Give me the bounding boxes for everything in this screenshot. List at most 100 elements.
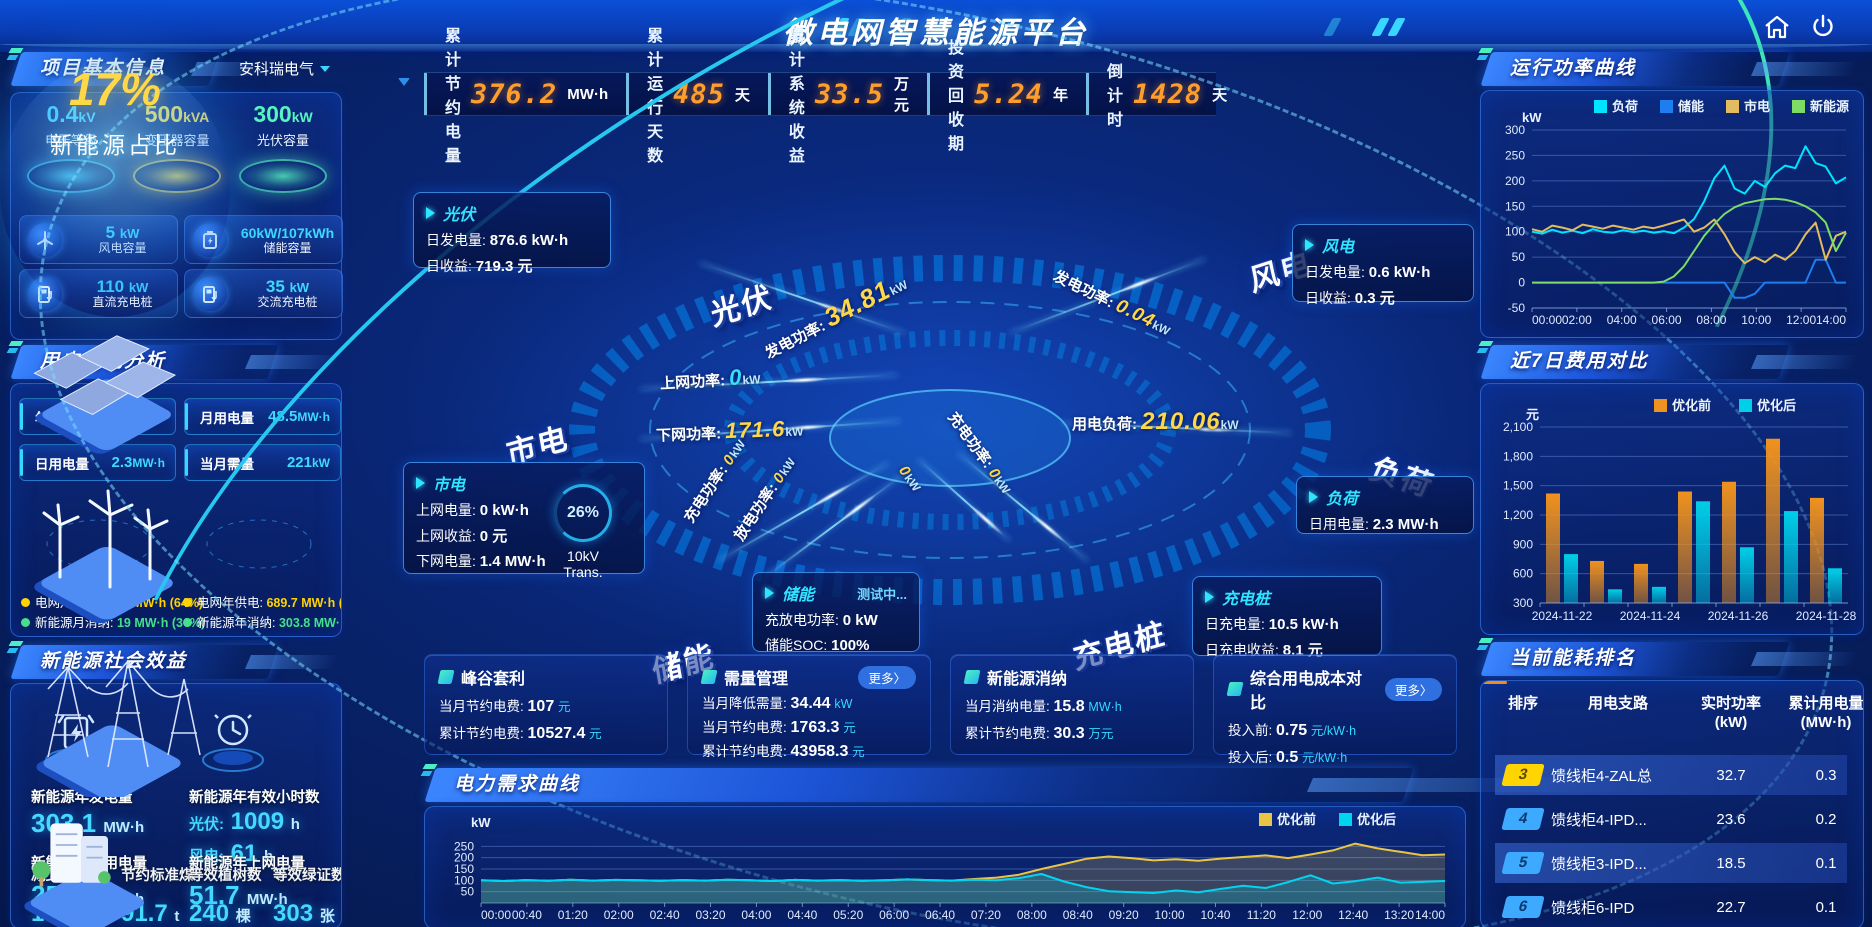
svg-text:2024-11-22: 2024-11-22 [1532, 609, 1593, 623]
power-chart-panel: -50 0 50 100 150 200 250 300 kW 00:00 02:00 04:00 06… [1480, 90, 1864, 338]
power-chart: -50 0 50 100 150 200 250 300kW 00:00 02:00 04:00 06… [1505, 99, 1849, 327]
energy-mix-donut [206, 519, 312, 569]
capacity-podium: 0.4kV 电压等级 [19, 101, 123, 193]
svg-text:2024-11-24: 2024-11-24 [1620, 609, 1681, 623]
svg-text:100: 100 [454, 873, 474, 887]
svg-text:300: 300 [1505, 123, 1525, 137]
legend-dot [21, 618, 30, 627]
info-box-title: 光伏 [426, 201, 598, 225]
svg-text:00:00: 00:00 [481, 908, 511, 922]
total-energy: 0.3 [1815, 766, 1837, 784]
info-box-title: 风电 [1305, 233, 1461, 257]
power-icon[interactable] [1808, 12, 1838, 42]
strategy-card-row: 累计节约电费: 10527.4 元 [439, 725, 602, 742]
svg-text:600: 600 [1513, 567, 1533, 581]
flow-beam [917, 458, 1011, 542]
demand-panel-header: 电力需求曲线 [420, 764, 1464, 802]
svg-text:06:00: 06:00 [1652, 313, 1682, 327]
benefit-panel: 新能源年发电量 303.1 MW·h 新能源年有效小时数 光伏: 1009 h … [10, 683, 342, 927]
svg-text:10:40: 10:40 [1200, 908, 1230, 922]
kpi-unit: 天 [734, 86, 750, 104]
wind-icon [28, 222, 62, 257]
panel-title: 运行功率曲线 [1510, 58, 1637, 79]
collapse-caret-icon[interactable] [398, 78, 410, 86]
info-box-row: 日收益: 0.3 元 [1305, 290, 1395, 307]
svg-text:kW: kW [471, 815, 491, 830]
benefit-label: 等效绿证数 [273, 868, 342, 884]
home-icon[interactable] [1762, 12, 1792, 42]
svg-text:09:20: 09:20 [1109, 908, 1139, 922]
flow-beam [699, 262, 906, 334]
table-row[interactable]: 4 馈线柜4-IPD... 23.6 0.2 [1495, 799, 1847, 839]
donut-legend-item: 新能源年消纳: 303.8 MW·h (31%) [183, 612, 341, 631]
ranking-header-underline [1481, 681, 1507, 684]
info-box-pv: 光伏 日发电量: 876.6 kW·h 日收益: 719.3 元 [413, 192, 611, 275]
info-box-title: 市电 [416, 471, 632, 495]
benefit-value: 303.1 [31, 808, 97, 838]
panel-title: 近7日费用对比 [1510, 351, 1649, 372]
more-button[interactable]: 更多〉 [858, 665, 916, 689]
kpi-stat: 累计运行天数 485 天 [626, 28, 768, 165]
usage-stat-chip: 年用电量 939.5MW·h [19, 398, 176, 435]
svg-text:05:20: 05:20 [833, 908, 863, 922]
svg-text:2024-11-28: 2024-11-28 [1796, 609, 1857, 623]
donut-legend-item: 电网月供电: 33.1 MW·h (64%) [21, 592, 203, 611]
capacity-label: 风电容量 [98, 241, 147, 256]
legend-dot [183, 618, 192, 627]
info-box-wind: 风电 日发电量: 0.6 kW·h 日收益: 0.3 元 [1292, 224, 1474, 307]
svg-text:08:00: 08:00 [1017, 908, 1047, 922]
arrow-icon [426, 207, 435, 219]
svg-text:13:20: 13:20 [1384, 908, 1414, 922]
table-row[interactable]: 3 馈线柜4-ZAL总 32.7 0.3 [1495, 755, 1847, 795]
usage-panel: 年用电量 939.5MW·h 月用电量 48.5MW·h 日用电量 2.3MW·h 当月需量… [10, 383, 342, 637]
info-box-row: 下网电量: 1.4 MW·h [416, 553, 546, 570]
svg-text:06:40: 06:40 [925, 908, 955, 922]
benefit-label: 新能源年有效小时数 [189, 790, 320, 806]
total-energy: 0.2 [1815, 810, 1837, 828]
rank-badge: 4 [1501, 808, 1545, 830]
svg-text:优化前: 优化前 [1672, 398, 1711, 413]
company-select[interactable]: 安科瑞电气 [239, 58, 330, 79]
more-button[interactable]: 更多〉 [1384, 677, 1442, 701]
total-energy: 0.1 [1815, 854, 1837, 872]
kpi-unit: MW·h [567, 85, 609, 103]
svg-text:优化后: 优化后 [1757, 398, 1796, 413]
battery-icon [193, 222, 227, 257]
status-badge: 测试中... [857, 586, 907, 602]
legend-dot [21, 598, 30, 607]
info-box-row: 充放电功率: 0 kW [765, 612, 878, 629]
usage-stat-value: 48.5MW·h [268, 408, 330, 425]
flow-label: 发电功率: 34.81kW [762, 274, 910, 363]
svg-text:10:00: 10:00 [1741, 313, 1771, 327]
svg-text:250: 250 [1505, 148, 1525, 162]
info-box-title: 储能 测试中... [765, 581, 907, 605]
flow-label: 0kW [895, 462, 924, 495]
ranking-header-cell: 实时功率 (kW) [1700, 695, 1761, 731]
benefit-label: 新能源年发电量 [31, 790, 133, 806]
svg-text:200: 200 [454, 851, 474, 865]
rank-badge: 5 [1501, 852, 1545, 874]
card-glyph-icon [437, 670, 455, 684]
table-row[interactable]: 6 馈线柜6-IPD 22.7 0.1 [1495, 887, 1847, 927]
flow-label: 下网功率: 171.6kW [655, 416, 804, 445]
flow-spark [811, 298, 858, 320]
info-box-title: 充电桩 [1205, 585, 1369, 609]
panel-title: 新能源社会效益 [40, 651, 188, 672]
svg-text:02:00: 02:00 [604, 908, 634, 922]
info-box-row: 日充电量: 10.5 kW·h [1205, 616, 1339, 633]
power-panel-header: 运行功率曲线 [1476, 48, 1862, 86]
kpi-stat: 累计系统收益 33.5 万元 [767, 28, 927, 165]
benefit-unit: MW·h [103, 819, 145, 836]
ranking-header-cell: 排序 [1507, 695, 1538, 712]
kpi-value: 485 [673, 78, 725, 110]
flow-spark [1188, 425, 1235, 434]
flow-beam [717, 462, 889, 562]
cost-panel-header: 近7日费用对比 [1476, 341, 1862, 379]
capacity-value: 35 kW [265, 276, 310, 296]
podium-value: 0.4kV [46, 101, 96, 127]
strategy-card-row: 累计节约电费: 43958.3 元 [702, 743, 865, 760]
branch-name: 馈线柜4-ZAL总 [1551, 767, 1652, 785]
svg-text:市电: 市电 [1744, 99, 1770, 114]
benefit-unit: h [264, 848, 274, 865]
table-row[interactable]: 5 馈线柜3-IPD... 18.5 0.1 [1495, 843, 1847, 883]
